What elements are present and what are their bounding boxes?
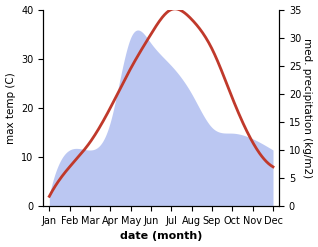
Y-axis label: max temp (C): max temp (C) bbox=[5, 72, 16, 144]
Y-axis label: med. precipitation (kg/m2): med. precipitation (kg/m2) bbox=[302, 38, 313, 178]
X-axis label: date (month): date (month) bbox=[120, 231, 202, 242]
